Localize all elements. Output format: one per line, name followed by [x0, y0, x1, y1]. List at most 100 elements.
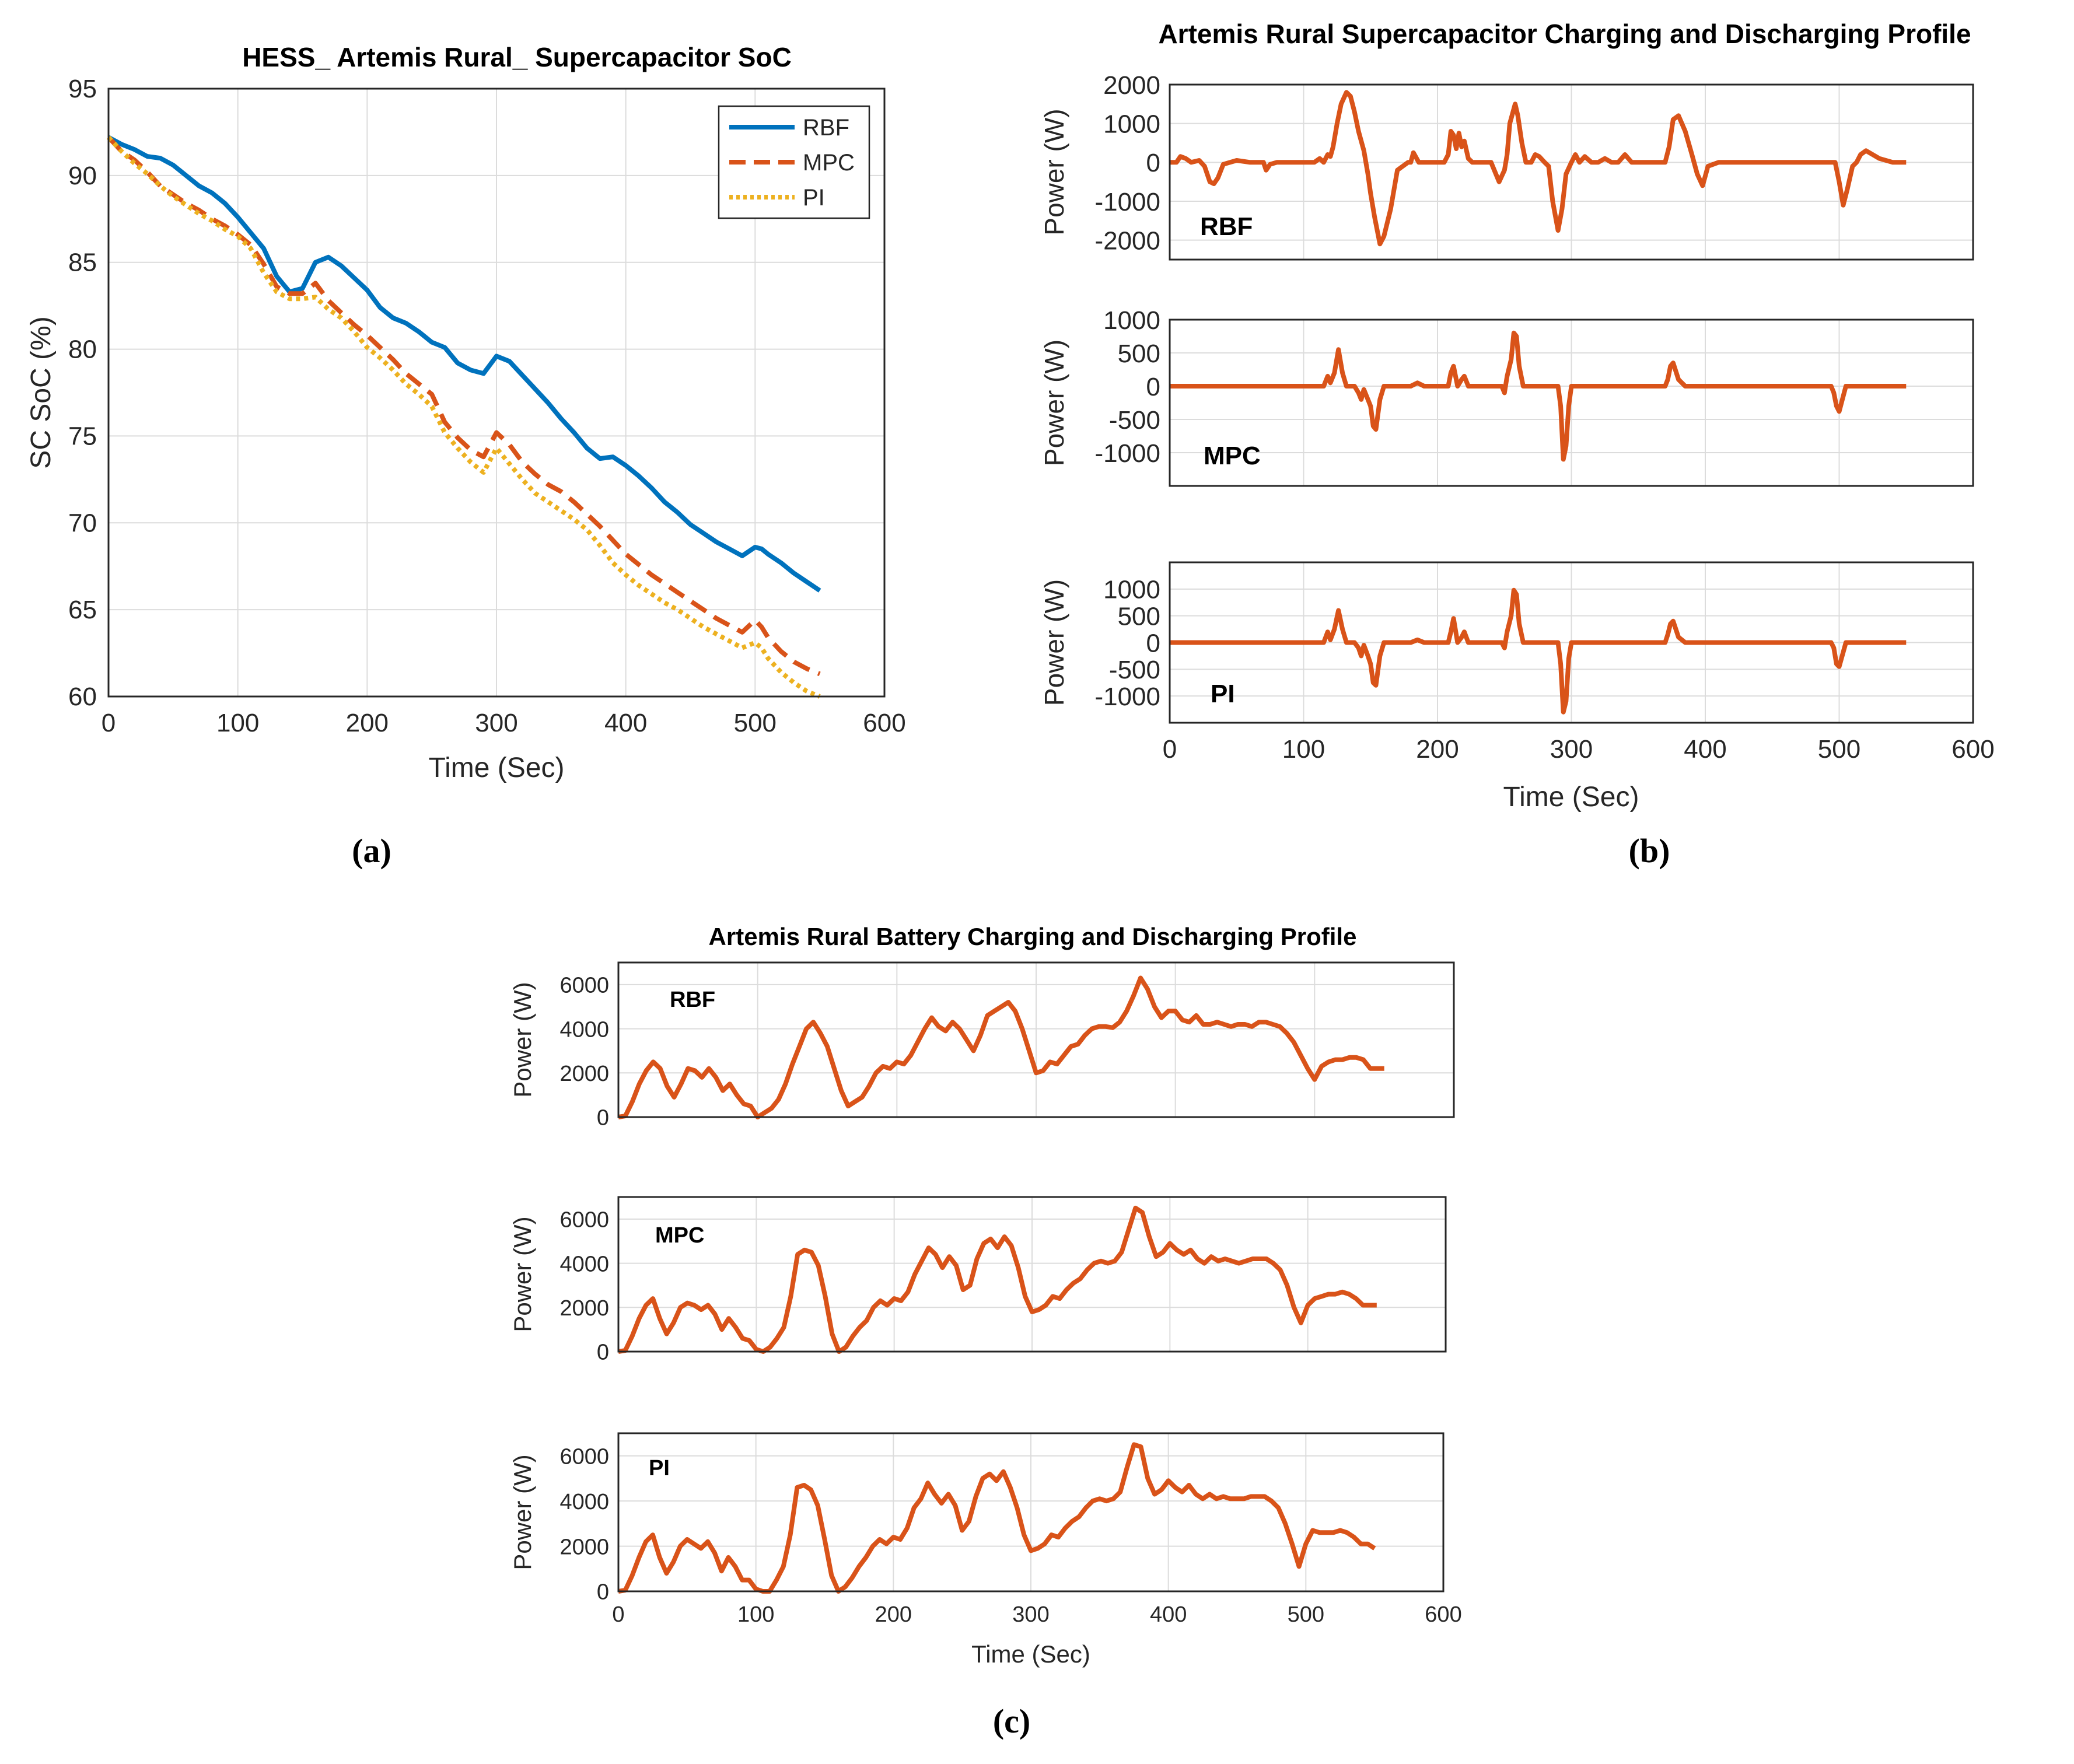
chart-a-y-tick-60: 60 [68, 682, 97, 711]
chart-a-x-tick-400: 400 [604, 709, 647, 737]
legend-mpc-label: MPC [803, 150, 855, 176]
chart-c-subplot-rbf: 0 2000 4000 6000 Power (W) RBF [509, 961, 1455, 1130]
chart-b-rbf-y-tick--2000: -2000 [1094, 227, 1160, 256]
chart-b-x-tick-400: 400 [1684, 735, 1726, 764]
chart-b-mpc-series [1170, 330, 1907, 462]
chart-a-x-tick-0: 0 [102, 709, 116, 737]
chart-b-mpc-frame [1169, 318, 1974, 487]
chart-b-rbf-y-tick-1000: 1000 [1103, 110, 1160, 139]
chart-a-y-axis-label: SC SoC (%) [26, 316, 57, 468]
chart-c-rbf-series [618, 975, 1384, 1119]
chart-c-pi-y-axis-label: Power (W) [509, 1454, 536, 1570]
chart-b-mpc-y-tick-500: 500 [1118, 340, 1160, 368]
caption-a: (a) [352, 832, 391, 870]
chart-a-x-tick-500: 500 [734, 709, 777, 737]
chart-b-pi-y-tick--500: -500 [1109, 656, 1160, 684]
chart-b-rbf-series [1170, 90, 1907, 247]
chart-b-pi-y-tick-500: 500 [1118, 603, 1160, 631]
chart-c-pi-y-tick-4000: 4000 [559, 1490, 609, 1514]
chart-c-rbf-panel-label: RBF [670, 988, 715, 1012]
chart-b-supercapacitor-profile: Artemis Rural Supercapacitor Charging an… [1039, 19, 1995, 813]
legend-pi-label: PI [803, 185, 825, 211]
chart-c-x-tick-300: 300 [1012, 1602, 1049, 1627]
chart-c-mpc-series [618, 1205, 1377, 1354]
chart-a-y-tick-85: 85 [68, 249, 97, 277]
chart-c-pi-panel-label: PI [649, 1456, 670, 1480]
chart-a-x-tick-300: 300 [475, 709, 517, 737]
chart-c-mpc-panel-label: MPC [655, 1223, 704, 1248]
chart-c-pi-series [618, 1442, 1376, 1594]
chart-c-title: Artemis Rural Battery Charging and Disch… [709, 923, 1357, 950]
chart-c-x-tick-200: 200 [875, 1602, 912, 1627]
chart-a-y-tick-90: 90 [68, 162, 97, 190]
chart-c-subplot-pi: 0 2000 4000 6000 Power (W) PI [509, 1432, 1445, 1605]
chart-c-rbf-y-tick-4000: 4000 [559, 1017, 609, 1042]
chart-c-x-tick-100: 100 [737, 1602, 774, 1627]
chart-b-mpc-panel-label: MPC [1204, 442, 1261, 470]
chart-a-title: HESS_ Artemis Rural_ Supercapacitor SoC [242, 42, 792, 72]
chart-b-rbf-y-axis-label: Power (W) [1039, 108, 1069, 235]
chart-b-rbf-panel-label: RBF [1200, 212, 1253, 241]
chart-c-x-tick-400: 400 [1150, 1602, 1187, 1627]
chart-b-mpc-y-axis-label: Power (W) [1039, 340, 1069, 466]
chart-b-mpc-y-tick--1000: -1000 [1094, 439, 1160, 468]
chart-c-pi-y-tick-0: 0 [597, 1580, 609, 1605]
chart-a-y-tick-65: 65 [68, 596, 97, 624]
chart-a-x-tick-600: 600 [863, 709, 905, 737]
chart-a-supercapacitor-soc: HESS_ Artemis Rural_ Supercapacitor SoC … [26, 42, 906, 783]
chart-a-y-tick-80: 80 [68, 335, 97, 364]
caption-b: (b) [1629, 832, 1670, 870]
chart-c-subplots: 0 2000 4000 6000 Power (W) RBF 0 2000 4000 6000 Po… [509, 961, 1455, 1605]
chart-c-mpc-y-tick-4000: 4000 [559, 1252, 609, 1276]
chart-b-x-tick-0: 0 [1163, 735, 1177, 764]
chart-c-x-tick-600: 600 [1425, 1602, 1461, 1627]
chart-b-pi-series [1170, 587, 1907, 715]
chart-b-rbf-y-tick-0: 0 [1146, 149, 1160, 177]
chart-c-rbf-frame [617, 961, 1455, 1118]
chart-b-x-tick-200: 200 [1416, 735, 1459, 764]
chart-b-subplot-mpc: -1000 -500 0 500 1000 Power (W) MPC [1039, 306, 1974, 487]
chart-b-x-tick-300: 300 [1550, 735, 1593, 764]
chart-b-pi-panel-label: PI [1211, 680, 1235, 708]
chart-b-mpc-y-tick--500: -500 [1109, 406, 1160, 435]
chart-b-pi-y-tick-1000: 1000 [1103, 576, 1160, 604]
chart-a-series-mpc [107, 135, 821, 677]
chart-a-y-tick-75: 75 [68, 422, 97, 450]
chart-c-pi-y-tick-6000: 6000 [559, 1444, 609, 1469]
chart-c-rbf-y-tick-2000: 2000 [559, 1062, 609, 1086]
chart-a-series-pi [107, 135, 821, 699]
chart-c-rbf-y-tick-0: 0 [597, 1106, 609, 1130]
chart-c-mpc-y-axis-label: Power (W) [509, 1216, 536, 1332]
chart-c-mpc-frame [617, 1196, 1447, 1353]
chart-a-x-ticks: 0 100 200 300 400 500 600 [102, 709, 906, 737]
chart-c-mpc-y-tick-2000: 2000 [559, 1296, 609, 1321]
chart-c-pi-y-tick-2000: 2000 [559, 1535, 609, 1559]
caption-c: (c) [993, 1702, 1030, 1740]
chart-b-rbf-y-tick--1000: -1000 [1094, 188, 1160, 216]
chart-a-x-tick-100: 100 [216, 709, 259, 737]
chart-b-rbf-frame [1169, 83, 1974, 261]
chart-b-pi-y-axis-label: Power (W) [1039, 579, 1069, 706]
chart-a-series-rbf [107, 135, 821, 593]
chart-a-plot-frame [107, 88, 886, 698]
chart-a-x-axis-label: Time (Sec) [429, 752, 565, 783]
chart-b-pi-frame [1169, 561, 1974, 724]
chart-c-pi-frame [617, 1432, 1445, 1592]
chart-b-x-tick-100: 100 [1282, 735, 1325, 764]
chart-c-x-tick-500: 500 [1288, 1602, 1324, 1627]
chart-c-mpc-y-tick-6000: 6000 [559, 1208, 609, 1233]
chart-a-legend: RBF MPC PI [718, 105, 870, 219]
chart-b-x-tick-500: 500 [1818, 735, 1860, 764]
chart-b-subplots: -2000 -1000 0 1000 2000 Power (W) RBF -1000 -500… [1039, 71, 1974, 724]
chart-c-rbf-y-axis-label: Power (W) [509, 982, 536, 1097]
chart-c-rbf-y-tick-6000: 6000 [559, 974, 609, 998]
chart-c-x-tick-0: 0 [612, 1602, 624, 1627]
chart-b-mpc-y-tick-1000: 1000 [1103, 306, 1160, 335]
chart-b-title: Artemis Rural Supercapacitor Charging an… [1158, 19, 1971, 49]
chart-b-rbf-y-tick-2000: 2000 [1103, 71, 1160, 100]
chart-a-series-group [107, 135, 821, 699]
chart-c-subplot-mpc: 0 2000 4000 6000 Power (W) MPC [509, 1196, 1447, 1365]
chart-a-y-tick-95: 95 [68, 75, 97, 103]
